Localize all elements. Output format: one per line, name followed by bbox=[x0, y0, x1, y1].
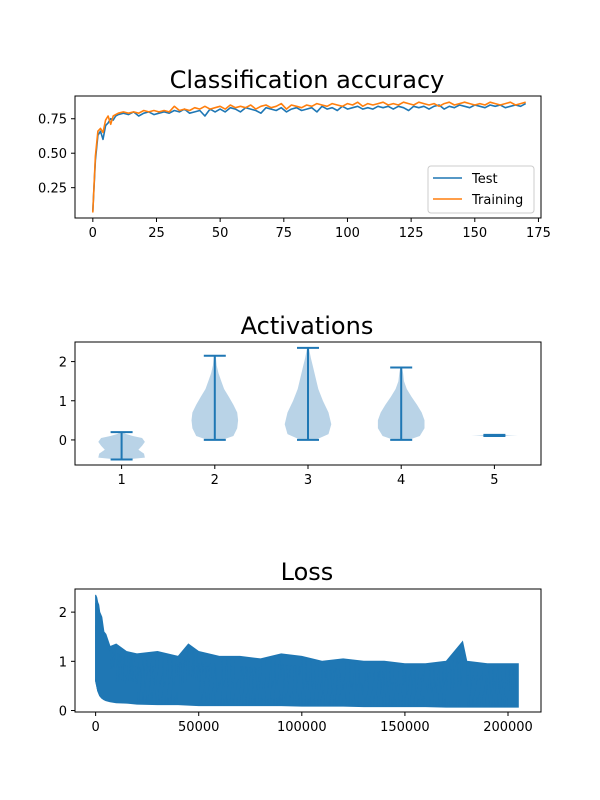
loss-y-tick-label: 1 bbox=[59, 655, 67, 670]
accuracy-x-tick-label: 175 bbox=[526, 226, 551, 241]
activations-panel: Activations 1 2 3 4 5 0 1 2 bbox=[59, 312, 542, 488]
accuracy-axes-frame bbox=[74, 95, 542, 219]
accuracy-y-tick-label: 0.50 bbox=[38, 147, 67, 162]
activations-y-ticks: 0 1 2 bbox=[59, 356, 75, 449]
loss-x-tick-label: 150000 bbox=[380, 720, 430, 735]
loss-panel: Loss 0 50000 100000 150000 200000 0 1 2 bbox=[59, 558, 542, 735]
legend-training-label: Training bbox=[471, 193, 523, 208]
loss-y-ticks: 0 1 2 bbox=[59, 606, 75, 720]
loss-x-ticks: 0 50000 100000 150000 200000 bbox=[91, 712, 533, 735]
accuracy-title: Classification accuracy bbox=[170, 66, 445, 94]
accuracy-x-tick-label: 75 bbox=[276, 226, 293, 241]
accuracy-training-line bbox=[92, 101, 526, 213]
loss-line bbox=[95, 602, 519, 708]
accuracy-x-ticks: 0 25 50 75 100 125 150 175 bbox=[89, 218, 551, 241]
accuracy-y-tick-label: 0.75 bbox=[38, 113, 67, 128]
activations-x-tick-label: 4 bbox=[397, 473, 405, 488]
activations-x-tick-label: 1 bbox=[117, 473, 125, 488]
loss-x-tick-label: 200000 bbox=[483, 720, 533, 735]
activations-x-ticks: 1 2 3 4 5 bbox=[117, 465, 499, 488]
activations-y-tick-label: 2 bbox=[59, 356, 67, 371]
activations-axes-frame bbox=[74, 341, 542, 466]
activations-y-tick-label: 0 bbox=[59, 434, 67, 449]
accuracy-panel: Classification accuracy 0 25 50 75 100 125 150… bbox=[38, 66, 551, 241]
loss-x-tick-label: 0 bbox=[91, 720, 99, 735]
accuracy-y-tick-label: 0.25 bbox=[38, 182, 67, 197]
activation-violins bbox=[98, 346, 518, 461]
loss-y-tick-label: 0 bbox=[59, 705, 67, 720]
activations-y-tick-label: 1 bbox=[59, 395, 67, 410]
accuracy-legend: Test Training bbox=[427, 165, 535, 214]
accuracy-x-tick-label: 125 bbox=[399, 226, 424, 241]
accuracy-x-tick-label: 100 bbox=[335, 226, 360, 241]
legend-test-label: Test bbox=[471, 172, 498, 187]
loss-title: Loss bbox=[281, 558, 334, 586]
activations-x-tick-label: 5 bbox=[490, 473, 498, 488]
loss-y-tick-label: 2 bbox=[59, 606, 67, 621]
accuracy-lines bbox=[92, 101, 527, 213]
loss-axes-frame bbox=[74, 588, 542, 713]
loss-x-tick-label: 50000 bbox=[178, 720, 219, 735]
accuracy-x-tick-label: 150 bbox=[462, 226, 487, 241]
activations-title: Activations bbox=[241, 312, 374, 340]
activations-x-tick-label: 3 bbox=[304, 473, 312, 488]
accuracy-x-tick-label: 0 bbox=[89, 226, 97, 241]
activations-x-tick-label: 2 bbox=[211, 473, 219, 488]
accuracy-x-tick-label: 50 bbox=[212, 226, 229, 241]
loss-x-tick-label: 100000 bbox=[277, 720, 327, 735]
accuracy-x-tick-label: 25 bbox=[148, 226, 165, 241]
loss-series bbox=[95, 594, 519, 708]
accuracy-y-ticks: 0.25 0.50 0.75 bbox=[38, 113, 75, 197]
accuracy-test-line bbox=[92, 102, 527, 212]
